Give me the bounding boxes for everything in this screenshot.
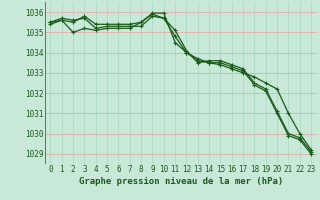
X-axis label: Graphe pression niveau de la mer (hPa): Graphe pression niveau de la mer (hPa): [79, 177, 283, 186]
